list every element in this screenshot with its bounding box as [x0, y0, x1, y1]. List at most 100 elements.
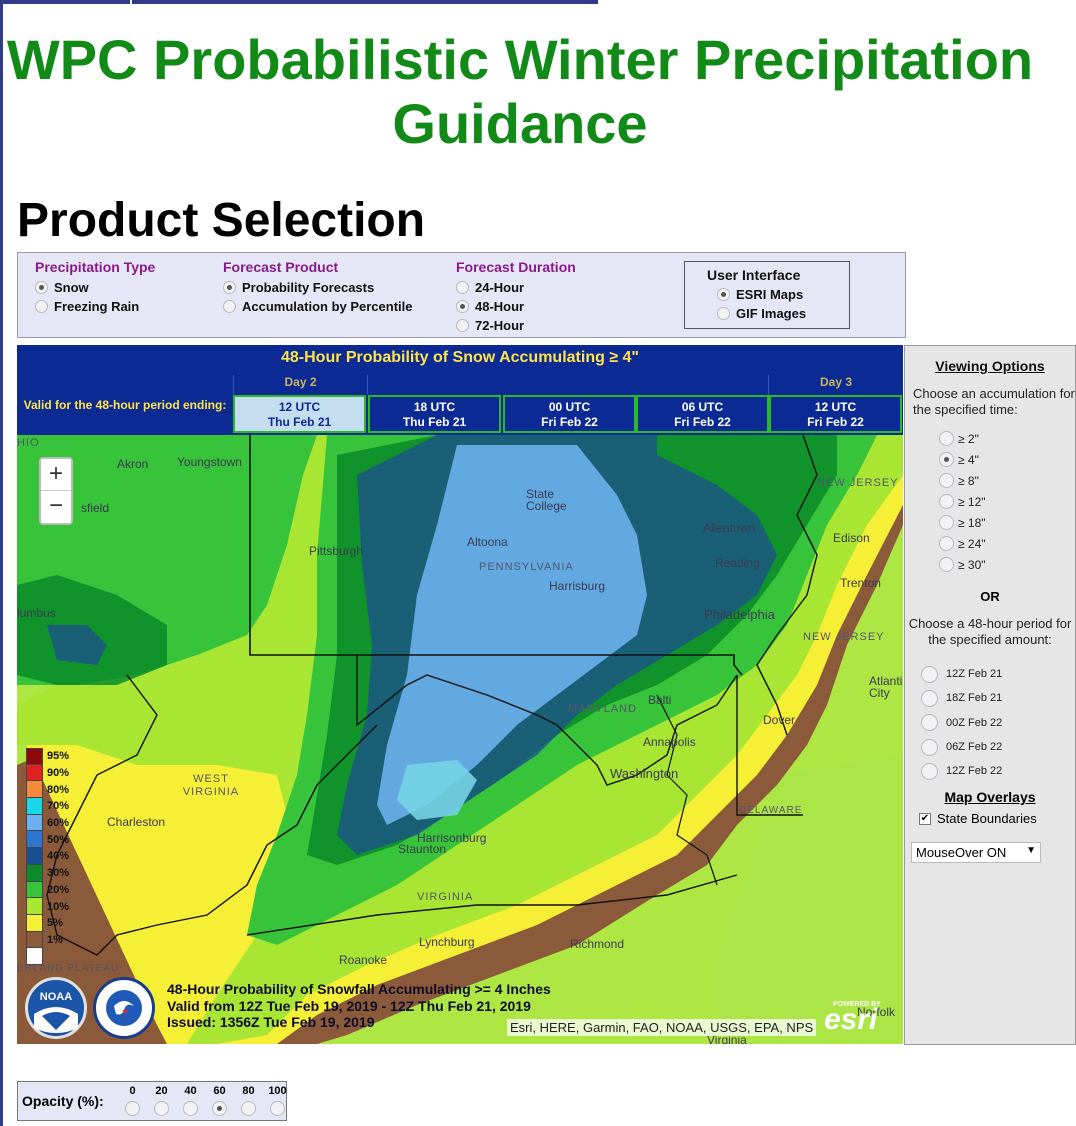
time-button-2[interactable]: 00 UTC Fri Feb 22: [503, 395, 636, 433]
esri-logo[interactable]: esri: [824, 1003, 878, 1036]
place-label: Altoona: [467, 535, 508, 549]
radio-icon[interactable]: [939, 494, 954, 509]
time-button-1[interactable]: 18 UTC Thu Feb 21: [368, 395, 501, 433]
band-60: [377, 445, 647, 825]
legend-row: 5%: [26, 914, 69, 932]
radio-icon[interactable]: [939, 473, 954, 488]
product-selection-panel: Precipitation Type Snow Freezing Rain Fo…: [17, 252, 906, 338]
radio-icon[interactable]: [939, 536, 954, 551]
opacity-option-20[interactable]: 20: [147, 1085, 176, 1116]
day2-label: Day 2: [233, 375, 368, 395]
opacity-option-60[interactable]: 60: [205, 1085, 234, 1116]
radio-icon[interactable]: [717, 288, 730, 301]
precip-snow-option[interactable]: Snow: [35, 278, 155, 297]
radio-icon[interactable]: [939, 452, 954, 467]
radio-icon[interactable]: [939, 431, 954, 446]
radio-icon[interactable]: [921, 762, 938, 780]
legend-row: 30%: [26, 864, 69, 882]
opacity-option-100[interactable]: 100: [263, 1085, 292, 1116]
time-button-0[interactable]: 12 UTC Thu Feb 21: [233, 395, 366, 433]
radio-icon[interactable]: [223, 300, 236, 313]
radio-icon[interactable]: [939, 515, 954, 530]
radio-icon[interactable]: [456, 300, 469, 313]
radio-icon[interactable]: [270, 1101, 285, 1116]
legend-row: 70%: [26, 798, 69, 815]
radio-icon[interactable]: [717, 307, 730, 320]
legend-row: 1%: [26, 931, 69, 949]
period-option[interactable]: 12Z Feb 22: [921, 759, 1075, 783]
accum-option-18[interactable]: ≥ 18": [939, 512, 1075, 533]
period-option[interactable]: 18Z Feb 21: [921, 686, 1075, 710]
opacity-option-0[interactable]: 0: [118, 1085, 147, 1116]
legend-row: [26, 948, 69, 965]
place-label: Dover: [763, 713, 796, 727]
map-header: 48-Hour Probability of Snow Accumulating…: [17, 345, 903, 435]
state-label: MARYLAND: [568, 703, 637, 715]
legend-swatch: [26, 864, 43, 882]
or-separator: OR: [980, 589, 1000, 604]
probability-map[interactable]: + − Akron Youngstown sfield Pittsburgh S…: [17, 435, 903, 1044]
duration-72-option[interactable]: 72-Hour: [456, 316, 576, 335]
noaa-logo-text: NOAA: [40, 991, 72, 1003]
radio-icon[interactable]: [183, 1101, 198, 1116]
state-boundaries-toggle[interactable]: ✔ State Boundaries: [919, 811, 1037, 827]
radio-icon[interactable]: [456, 281, 469, 294]
radio-icon[interactable]: [456, 319, 469, 332]
duration-48-option[interactable]: 48-Hour: [456, 297, 576, 316]
accum-option-4[interactable]: ≥ 4": [939, 449, 1075, 470]
place-label: Allentown: [703, 521, 756, 535]
accum-option-8[interactable]: ≥ 8": [939, 470, 1075, 491]
state-label: HIO: [17, 437, 40, 449]
radio-icon[interactable]: [223, 281, 236, 294]
radio-icon[interactable]: [921, 665, 938, 683]
radio-icon[interactable]: [154, 1101, 169, 1116]
opacity-option-80[interactable]: 80: [234, 1085, 263, 1116]
duration-24-option[interactable]: 24-Hour: [456, 278, 576, 297]
accum-percentile-option[interactable]: Accumulation by Percentile: [223, 297, 413, 316]
accum-options: ≥ 2" ≥ 4" ≥ 8" ≥ 12" ≥ 18" ≥ 24" ≥ 30": [905, 428, 1075, 575]
place-label: Roanoke: [339, 953, 388, 967]
radio-icon[interactable]: [241, 1101, 256, 1116]
radio-icon[interactable]: [35, 281, 48, 294]
radio-icon[interactable]: [939, 557, 954, 572]
zoom-in-button[interactable]: +: [41, 459, 71, 491]
period-option[interactable]: 12Z Feb 21: [921, 662, 1075, 686]
state-line-nj: [756, 435, 818, 736]
legend-swatch: [26, 814, 43, 832]
time-button-3[interactable]: 06 UTC Fri Feb 22: [636, 395, 769, 433]
period-option[interactable]: 00Z Feb 22: [921, 711, 1075, 735]
place-label: Atlantic City: [869, 674, 903, 700]
probability-forecasts-option[interactable]: Probability Forecasts: [223, 278, 413, 297]
opacity-control: Opacity (%): 0 20 40 60 80 100: [17, 1081, 287, 1121]
checkbox-checked-icon[interactable]: ✔: [919, 812, 931, 825]
forecast-product-heading: Forecast Product: [223, 259, 339, 275]
place-label: Balti: [648, 693, 672, 707]
state-label: DELAWARE: [739, 805, 803, 816]
place-label: Annapolis: [643, 735, 696, 749]
radio-icon[interactable]: [35, 300, 48, 313]
time-button-4[interactable]: 12 UTC Fri Feb 22: [769, 395, 902, 433]
radio-icon[interactable]: [921, 689, 938, 707]
opacity-option-40[interactable]: 40: [176, 1085, 205, 1116]
esri-maps-option[interactable]: ESRI Maps: [685, 285, 849, 304]
precip-freezing-rain-option[interactable]: Freezing Rain: [35, 297, 155, 316]
page-title: WPC Probabilistic Winter Precipitation G…: [6, 28, 1034, 155]
mouseover-select[interactable]: MouseOver ON ▼: [911, 842, 1041, 864]
radio-icon[interactable]: [212, 1101, 227, 1116]
accum-option-30[interactable]: ≥ 30": [939, 554, 1075, 575]
radio-icon[interactable]: [921, 738, 938, 756]
accum-option-12[interactable]: ≥ 12": [939, 491, 1075, 512]
accum-option-24[interactable]: ≥ 24": [939, 533, 1075, 554]
place-label: Edison: [833, 531, 870, 545]
radio-icon[interactable]: [125, 1101, 140, 1116]
legend-row: 80%: [26, 781, 69, 799]
radio-icon[interactable]: [921, 714, 938, 732]
period-option[interactable]: 06Z Feb 22: [921, 735, 1075, 759]
place-label: Harrisburg: [549, 579, 606, 593]
viewing-options-title: Viewing Options: [935, 358, 1045, 374]
gif-images-option[interactable]: GIF Images: [685, 304, 849, 323]
accum-option-2[interactable]: ≥ 2": [939, 428, 1075, 449]
zoom-out-button[interactable]: −: [48, 492, 63, 519]
place-label: State College: [526, 487, 567, 513]
probability-legend: 95% 90% 80% 70% 60% 50% 40% 30% 20% 10% …: [26, 748, 69, 965]
